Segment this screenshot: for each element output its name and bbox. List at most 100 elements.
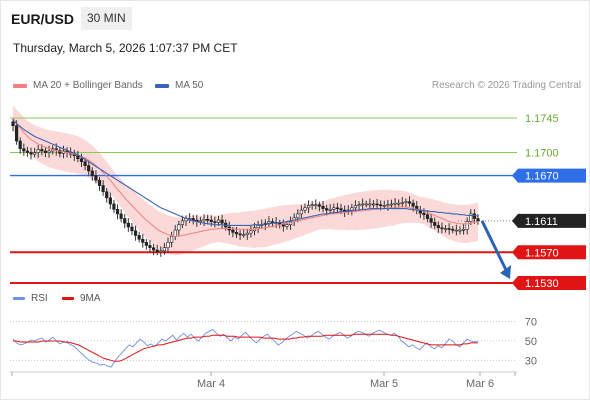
candle-body bbox=[386, 204, 390, 207]
ma50-swatch-icon bbox=[155, 83, 169, 88]
candle-body bbox=[112, 203, 116, 210]
rsi-axis-label: 70 bbox=[525, 317, 537, 329]
candle-body bbox=[36, 149, 40, 153]
tag-current-label: 1.1611 bbox=[525, 216, 558, 228]
candle-body bbox=[397, 202, 401, 205]
candle-body bbox=[306, 205, 311, 209]
candle-body bbox=[299, 209, 303, 215]
candle-body bbox=[11, 121, 15, 126]
tag-resistance-1-label: 1.1700 bbox=[525, 148, 559, 160]
candle-body bbox=[285, 224, 289, 227]
tag-support-1-label: 1.1570 bbox=[525, 247, 559, 259]
forecast-arrow-icon bbox=[500, 265, 511, 279]
candle-body bbox=[83, 161, 87, 166]
candle-body bbox=[429, 218, 433, 223]
candle-body bbox=[375, 203, 379, 206]
candle-body bbox=[220, 219, 224, 224]
candle-body bbox=[433, 222, 437, 226]
candle-body bbox=[101, 185, 105, 192]
ma50-line bbox=[12, 119, 479, 226]
candle-body bbox=[108, 197, 112, 205]
candle-body bbox=[162, 247, 166, 252]
candle-body bbox=[213, 221, 217, 223]
candle-body bbox=[76, 155, 80, 159]
candle-body bbox=[458, 229, 462, 232]
legend-ma20: MA 20 + Bollinger Bands bbox=[13, 80, 143, 91]
rsi-label: RSI bbox=[31, 293, 48, 304]
candle-body bbox=[454, 229, 458, 232]
candle-body bbox=[461, 228, 466, 231]
candle-body bbox=[155, 249, 159, 252]
candle-body bbox=[87, 165, 91, 172]
candle-body bbox=[198, 220, 203, 223]
candle-body bbox=[350, 207, 354, 211]
candle-body bbox=[270, 221, 275, 223]
symbol-title: EUR/USD bbox=[11, 11, 75, 27]
ma20-line bbox=[12, 117, 479, 237]
rsi-ma-swatch-icon bbox=[62, 297, 74, 300]
research-credit: Research © 2026 Trading Central bbox=[431, 80, 581, 91]
candle-body bbox=[234, 232, 239, 235]
rsi-line bbox=[12, 328, 479, 368]
candle-body bbox=[119, 213, 123, 219]
candle-body bbox=[123, 218, 127, 224]
candle-body bbox=[476, 218, 480, 222]
candle-body bbox=[425, 214, 430, 219]
candle-body bbox=[371, 203, 376, 206]
candle-body bbox=[245, 232, 249, 235]
candle-body bbox=[472, 213, 476, 219]
candle-body bbox=[332, 207, 336, 210]
tag-resistance-1: 1.1700 bbox=[525, 148, 559, 160]
candle-body bbox=[22, 148, 26, 152]
tag-current: 1.1611 bbox=[512, 213, 586, 228]
legend-rsi: RSI bbox=[13, 293, 48, 304]
candle-body bbox=[141, 238, 145, 243]
candle-body bbox=[281, 224, 285, 227]
candle-body bbox=[33, 152, 37, 155]
candle-body bbox=[440, 227, 444, 230]
candle-body bbox=[267, 221, 271, 224]
candle-body bbox=[79, 158, 84, 163]
candle-body bbox=[25, 150, 30, 153]
legend-rsi-ma: 9MA bbox=[62, 293, 101, 304]
candle-body bbox=[40, 149, 44, 152]
candle-body bbox=[361, 203, 365, 206]
candle-body bbox=[404, 201, 408, 203]
candle-body bbox=[310, 204, 314, 207]
timestamp: Thursday, March 5, 2026 1:07:37 PM CET bbox=[13, 41, 238, 55]
tag-pivot-label: 1.1670 bbox=[525, 171, 559, 183]
candle-body bbox=[393, 202, 397, 205]
candle-body bbox=[443, 228, 448, 230]
candle-body bbox=[191, 218, 195, 221]
candle-body bbox=[115, 209, 120, 215]
candle-body bbox=[465, 221, 469, 230]
candle-body bbox=[379, 204, 383, 207]
candle-body bbox=[206, 219, 210, 221]
candle-body bbox=[317, 204, 321, 207]
candle-body bbox=[389, 203, 394, 206]
candle-body bbox=[151, 247, 156, 251]
candle-body bbox=[209, 219, 213, 222]
timeframe-button[interactable]: 30 MIN bbox=[81, 7, 132, 30]
tag-pivot: 1.1670 bbox=[512, 168, 586, 183]
ma20-label: MA 20 + Bollinger Bands bbox=[33, 80, 143, 91]
rsi-ma-line bbox=[13, 333, 478, 362]
candle-body bbox=[202, 219, 206, 222]
candle-body bbox=[422, 212, 426, 216]
candle-body bbox=[47, 150, 51, 153]
candle-body bbox=[469, 213, 473, 222]
tag-support-2: 1.1530 bbox=[512, 276, 586, 290]
candle-body bbox=[18, 140, 22, 150]
rsi-ma-label: 9MA bbox=[80, 293, 101, 304]
tag-support-1: 1.1570 bbox=[512, 245, 586, 260]
candle-body bbox=[144, 242, 148, 246]
time-axis-label: Mar 4 bbox=[197, 378, 225, 390]
candle-body bbox=[328, 209, 332, 211]
candle-body bbox=[296, 213, 300, 219]
rsi-axis-label: 50 bbox=[525, 336, 537, 348]
candle-body bbox=[231, 229, 235, 233]
candle-body bbox=[177, 224, 181, 231]
candle-body bbox=[242, 234, 246, 236]
candle-body bbox=[256, 225, 260, 229]
